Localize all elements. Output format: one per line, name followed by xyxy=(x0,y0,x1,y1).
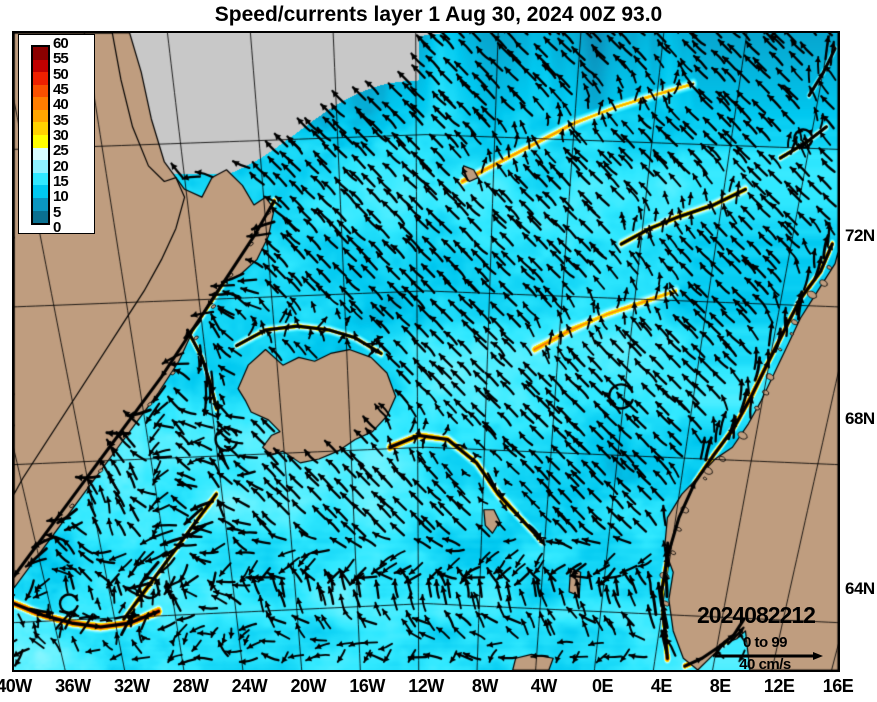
colorbar-band-0 xyxy=(33,47,48,60)
colorbar-band-12 xyxy=(33,197,48,211)
vector-legend-scale: 40 cm/s xyxy=(739,656,791,673)
colorbar-tick-labels: 60 55 50 45 40 35 30 25 20 15 10 5 0 xyxy=(53,35,95,235)
colorbar-tick-45: 45 xyxy=(53,81,69,98)
lon-tick-20W: 20W xyxy=(290,676,327,696)
colorbar-band-2 xyxy=(33,72,48,85)
lon-tick-0E: 0E xyxy=(592,676,614,696)
colorbar-band-11 xyxy=(33,185,48,198)
speed-colorbar: 60 55 50 45 40 35 30 25 20 15 10 5 0 xyxy=(18,34,95,235)
colorbar-tick-20: 20 xyxy=(53,157,69,175)
lon-tick-36W: 36W xyxy=(55,676,91,696)
lon-tick-4E: 4E xyxy=(650,676,673,696)
colorbar-tick-15: 15 xyxy=(53,173,69,190)
lat-tick-64N: 64N xyxy=(845,579,875,598)
lon-tick-40W: 40W xyxy=(0,676,32,696)
vector-legend-arrow-icon xyxy=(715,652,823,660)
lon-tick-8W: 8W xyxy=(471,676,499,696)
lon-tick-8E: 8E xyxy=(709,676,732,696)
colorbar-band-10 xyxy=(33,172,48,186)
colorbar-tick-30: 30 xyxy=(53,127,69,144)
colorbar-band-5 xyxy=(33,109,48,123)
colorbar-band-1 xyxy=(33,59,48,73)
lon-tick-24W: 24W xyxy=(231,676,268,696)
colorbar-tick-55: 55 xyxy=(53,50,69,68)
lon-tick-12W: 12W xyxy=(408,676,444,696)
lon-tick-12E: 12E xyxy=(763,676,795,696)
lon-tick-32W: 32W xyxy=(113,676,150,696)
lat-tick-72N: 72N xyxy=(845,226,875,245)
colorbar-tick-10: 10 xyxy=(53,188,69,206)
colorbar-tick-35: 35 xyxy=(53,111,69,129)
colorbar-tick-50: 50 xyxy=(53,65,69,83)
colorbar-tick-25: 25 xyxy=(53,142,69,160)
colorbar-band-8 xyxy=(33,147,48,161)
colorbar-tick-40: 40 xyxy=(53,96,69,114)
map-frame[interactable] xyxy=(12,31,840,672)
vector-scale-legend: 0 to 99 40 cm/s xyxy=(715,634,825,674)
lon-tick-16W: 16W xyxy=(349,676,385,696)
colorbar-band-9 xyxy=(33,160,48,173)
colorbar-tick-0: 0 xyxy=(53,219,61,236)
colorbar-band-13 xyxy=(33,210,48,224)
colorbar-gradient-strip xyxy=(31,45,50,225)
colorbar-band-7 xyxy=(33,135,48,148)
colorbar-tick-5: 5 xyxy=(53,203,61,221)
ocean-current-speed-map[interactable] xyxy=(14,33,838,670)
vector-legend-range: 0 to 99 xyxy=(742,634,788,651)
colorbar-tick-60: 60 xyxy=(53,35,69,52)
lon-tick-28W: 28W xyxy=(172,676,209,696)
lon-tick-16E: 16E xyxy=(822,676,854,696)
colorbar-band-4 xyxy=(33,97,48,110)
date-stamp: 2024082212 xyxy=(697,602,816,628)
colorbar-band-6 xyxy=(33,122,48,136)
lat-tick-68N: 68N xyxy=(845,409,875,428)
lon-tick-4W: 4W xyxy=(530,676,558,696)
page-title: Speed/currents layer 1 Aug 30, 2024 00Z … xyxy=(214,3,663,26)
colorbar-band-3 xyxy=(33,84,48,98)
